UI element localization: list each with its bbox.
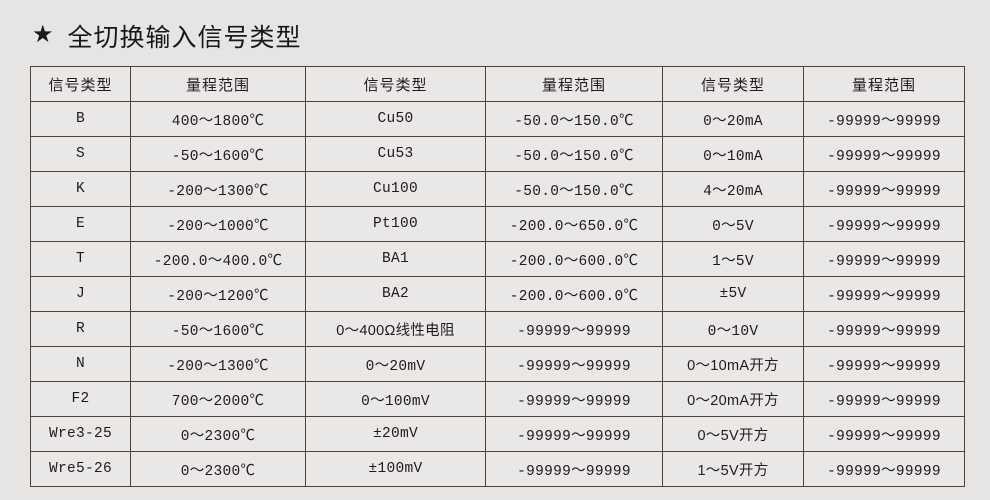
cell-range: -99999～99999: [803, 206, 965, 242]
cell-range: -50～1600℃: [130, 311, 306, 347]
cell-signal-type: R: [30, 311, 131, 347]
cell-signal-type: N: [30, 346, 131, 382]
cell-range: -99999～99999: [803, 171, 965, 207]
cell-signal-type: Cu53: [305, 136, 486, 172]
cell-signal-type: ±100mV: [305, 451, 486, 487]
table-row: K -200～1300℃ Cu100 -50.0～150.0℃ 4～20mA -99999…: [30, 171, 965, 207]
cell-signal-type: 0～20mA开方: [662, 381, 804, 417]
cell-signal-type: F2: [30, 381, 131, 417]
cell-signal-type: 0～20mV: [305, 346, 486, 382]
cell-signal-type: Cu100: [305, 171, 486, 207]
cell-range: -200～1200℃: [130, 276, 306, 312]
cell-range: -200～1300℃: [130, 171, 306, 207]
table-row: S -50～1600℃ Cu53 -50.0～150.0℃ 0～10mA -99999～9…: [30, 136, 965, 172]
table-row: N -200～1300℃ 0～20mV -99999～99999 0～10mA开方 -99…: [30, 346, 965, 382]
cell-range: -200.0～600.0℃: [485, 276, 663, 312]
cell-range: -99999～99999: [803, 101, 965, 137]
cell-range: 0～2300℃: [130, 451, 306, 487]
table-row: Wre3-25 0～2300℃ ±20mV -99999～99999 0～5V开方 -99…: [30, 416, 965, 452]
cell-signal-type: Wre5-26: [30, 451, 131, 487]
column-header-signal-type-1: 信号类型: [30, 66, 131, 102]
cell-range: -99999～99999: [803, 416, 965, 452]
cell-range: -99999～99999: [803, 346, 965, 382]
cell-signal-type: 0～5V开方: [662, 416, 804, 452]
cell-signal-type: BA1: [305, 241, 486, 277]
cell-range: -50.0～150.0℃: [485, 171, 663, 207]
cell-range: -99999～99999: [485, 416, 663, 452]
cell-range: -99999～99999: [803, 136, 965, 172]
star-icon: ★: [32, 21, 54, 48]
cell-range: -99999～99999: [485, 451, 663, 487]
signal-type-table-container: 信号类型 量程范围 信号类型 量程范围 信号类型 量程范围 B 400～1800℃…: [30, 66, 965, 487]
table-body: B 400～1800℃ Cu50 -50.0～150.0℃ 0～20mA -99999～9…: [30, 101, 965, 487]
cell-range: -50.0～150.0℃: [485, 101, 663, 137]
table-row: T -200.0～400.0℃ BA1 -200.0～600.0℃ 1～5V -99999…: [30, 241, 965, 277]
cell-signal-type: 1～5V: [662, 241, 804, 277]
cell-range: -50.0～150.0℃: [485, 136, 663, 172]
cell-signal-type: S: [30, 136, 131, 172]
cell-signal-type: 0～10mA: [662, 136, 804, 172]
cell-range: -99999～99999: [803, 276, 965, 312]
cell-range: -200～1300℃: [130, 346, 306, 382]
cell-range: -200～1000℃: [130, 206, 306, 242]
cell-signal-type: 0～100mV: [305, 381, 486, 417]
table-header: 信号类型 量程范围 信号类型 量程范围 信号类型 量程范围: [30, 66, 965, 102]
cell-signal-type: J: [30, 276, 131, 312]
page-title-text: 全切换输入信号类型: [67, 24, 302, 52]
column-header-signal-type-3: 信号类型: [662, 66, 804, 102]
cell-signal-type: E: [30, 206, 131, 242]
table-row: B 400～1800℃ Cu50 -50.0～150.0℃ 0～20mA -99999～9…: [30, 101, 965, 137]
cell-range: 700～2000℃: [130, 381, 306, 417]
table-row: Wre5-26 0～2300℃ ±100mV -99999～99999 1～5V开方 -9…: [30, 451, 965, 487]
cell-range: -50～1600℃: [130, 136, 306, 172]
cell-signal-type: Cu50: [305, 101, 486, 137]
cell-range: 0～2300℃: [130, 416, 306, 452]
column-header-signal-type-2: 信号类型: [305, 66, 486, 102]
cell-signal-type: 1～5V开方: [662, 451, 804, 487]
cell-signal-type: 0～20mA: [662, 101, 804, 137]
cell-signal-type: 4～20mA: [662, 171, 804, 207]
column-header-range-2: 量程范围: [485, 66, 663, 102]
table-header-row: 信号类型 量程范围 信号类型 量程范围 信号类型 量程范围: [30, 66, 965, 102]
cell-signal-type: ±20mV: [305, 416, 486, 452]
table-row: R -50～1600℃ 0～400Ω线性电阻 -99999～99999 0～10V -99…: [30, 311, 965, 347]
cell-signal-type: 0～10mA开方: [662, 346, 804, 382]
cell-signal-type: B: [30, 101, 131, 137]
page-title: ★ 全切换输入信号类型: [32, 16, 302, 56]
cell-signal-type: 0～400Ω线性电阻: [305, 311, 486, 347]
table-row: E -200～1000℃ Pt100 -200.0～650.0℃ 0～5V -99999～…: [30, 206, 965, 242]
cell-range: -99999～99999: [803, 381, 965, 417]
cell-signal-type: BA2: [305, 276, 486, 312]
cell-signal-type: K: [30, 171, 131, 207]
signal-type-table: 信号类型 量程范围 信号类型 量程范围 信号类型 量程范围 B 400～1800℃…: [30, 66, 965, 487]
cell-range: -99999～99999: [485, 311, 663, 347]
table-row: J -200～1200℃ BA2 -200.0～600.0℃ ±5V -99999～999…: [30, 276, 965, 312]
column-header-range-1: 量程范围: [130, 66, 306, 102]
cell-range: -99999～99999: [485, 346, 663, 382]
column-header-range-3: 量程范围: [803, 66, 965, 102]
cell-signal-type: Wre3-25: [30, 416, 131, 452]
cell-range: -99999～99999: [803, 241, 965, 277]
cell-signal-type: 0～5V: [662, 206, 804, 242]
cell-signal-type: 0～10V: [662, 311, 804, 347]
table-row: F2 700～2000℃ 0～100mV -99999～99999 0～20mA开方 -9…: [30, 381, 965, 417]
cell-range: 400～1800℃: [130, 101, 306, 137]
cell-signal-type: ±5V: [662, 276, 804, 312]
cell-range: -99999～99999: [485, 381, 663, 417]
cell-signal-type: Pt100: [305, 206, 486, 242]
cell-range: -99999～99999: [803, 451, 965, 487]
cell-range: -200.0～400.0℃: [130, 241, 306, 277]
cell-signal-type: T: [30, 241, 131, 277]
cell-range: -200.0～650.0℃: [485, 206, 663, 242]
cell-range: -99999～99999: [803, 311, 965, 347]
cell-range: -200.0～600.0℃: [485, 241, 663, 277]
